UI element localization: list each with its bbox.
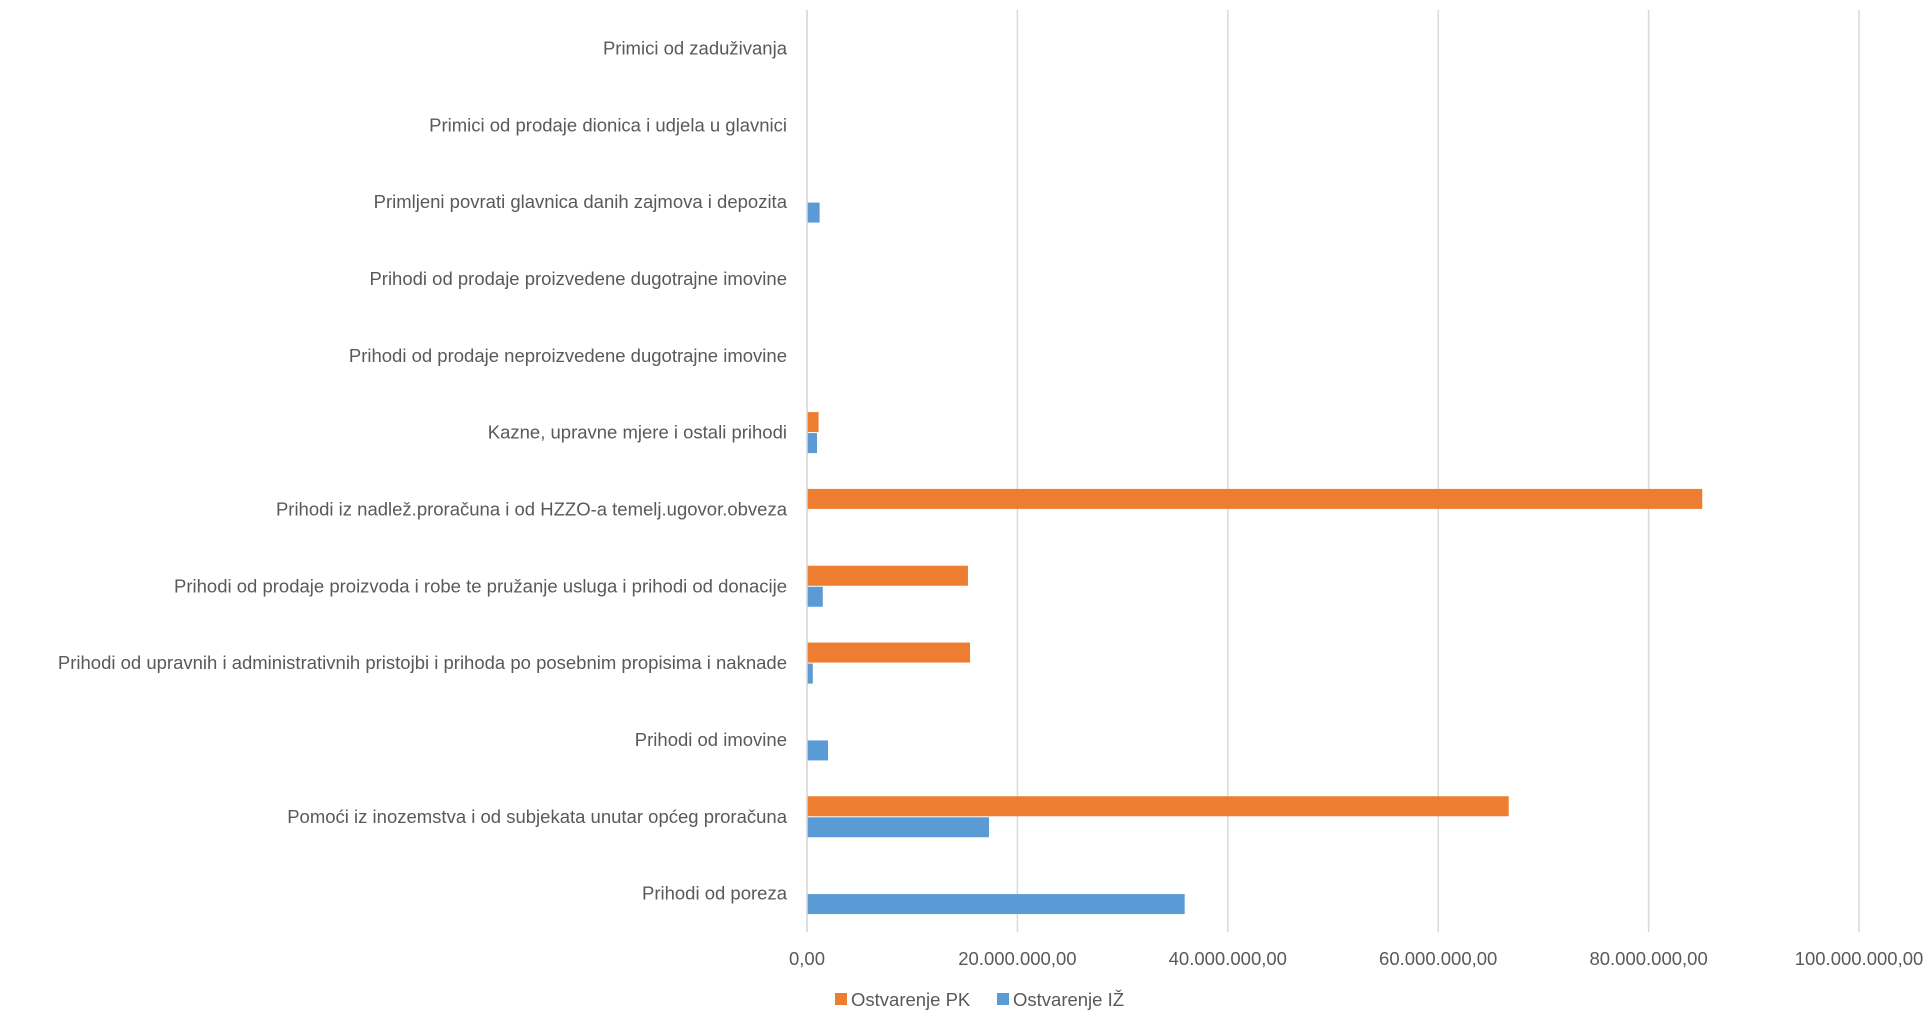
- x-tick-label: 20.000.000,00: [958, 948, 1076, 969]
- category-label: Prihodi od prodaje proizvedene dugotrajn…: [369, 268, 787, 289]
- category-label: Primici od zaduživanja: [603, 37, 788, 58]
- bar-ostvarenje-iz: [807, 202, 820, 223]
- bar-ostvarenje-iz: [807, 894, 1185, 915]
- bar-ostvarenje-iz: [807, 663, 813, 684]
- legend-item[interactable]: Ostvarenje PK: [835, 989, 971, 1010]
- category-label: Prihodi od imovine: [635, 729, 787, 750]
- gridlines: [806, 10, 1860, 932]
- category-label: Prihodi od prodaje neproizvedene dugotra…: [349, 345, 787, 366]
- x-tick-label: 100.000.000,00: [1795, 948, 1924, 969]
- bar-ostvarenje-pk: [807, 565, 968, 586]
- category-label: Prihodi od prodaje proizvoda i robe te p…: [174, 575, 787, 596]
- legend-label: Ostvarenje IŽ: [1013, 989, 1124, 1010]
- category-label: Prihodi iz nadlež.proračuna i od HZZO-a …: [276, 498, 788, 519]
- legend-label: Ostvarenje PK: [851, 989, 971, 1010]
- legend-swatch: [997, 993, 1009, 1005]
- bar-ostvarenje-pk: [807, 412, 819, 433]
- legend-swatch: [835, 993, 847, 1005]
- bars: [807, 202, 1703, 915]
- bar-ostvarenje-iz: [807, 433, 817, 454]
- category-label: Primici od prodaje dionica i udjela u gl…: [429, 114, 787, 135]
- bar-ostvarenje-pk: [807, 488, 1703, 509]
- bar-ostvarenje-iz: [807, 740, 829, 761]
- legend-item[interactable]: Ostvarenje IŽ: [997, 989, 1124, 1010]
- x-tick-labels: 0,00 20.000.000,00 40.000.000,00 60.000.000…: [789, 948, 1923, 969]
- legend[interactable]: Ostvarenje PK Ostvarenje IŽ: [835, 989, 1124, 1010]
- bar-ostvarenje-iz: [807, 586, 823, 607]
- x-tick-label: 0,00: [789, 948, 825, 969]
- category-label: Prihodi od poreza: [642, 883, 788, 904]
- bar-ostvarenje-iz: [807, 817, 989, 838]
- bar-ostvarenje-pk: [807, 796, 1509, 817]
- category-label: Primljeni povrati glavnica danih zajmova…: [374, 191, 788, 212]
- x-tick-label: 80.000.000,00: [1589, 948, 1707, 969]
- bar-ostvarenje-pk: [807, 642, 971, 663]
- x-tick-label: 40.000.000,00: [1169, 948, 1287, 969]
- category-label: Prihodi od upravnih i administrativnih p…: [58, 652, 787, 673]
- category-labels: Prihodi od poreza Pomoći iz inozemstva i …: [58, 37, 788, 903]
- category-label: Kazne, upravne mjere i ostali prihodi: [488, 422, 787, 443]
- category-label: Pomoći iz inozemstva i od subjekata unut…: [287, 806, 787, 827]
- x-tick-label: 60.000.000,00: [1379, 948, 1497, 969]
